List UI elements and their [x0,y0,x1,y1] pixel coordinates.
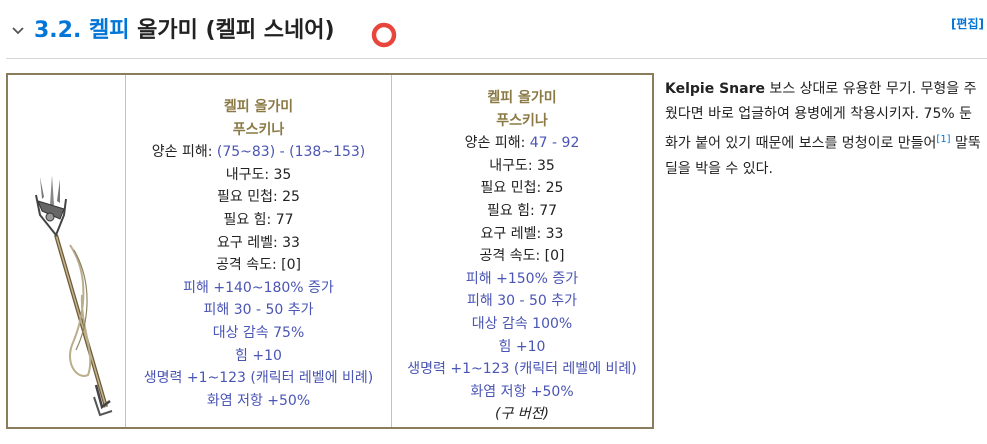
description-text-end: 말뚝딜을 박을 수 있다. [665,135,981,177]
stat-damage: 양손 피해: (75~83) - (138~153) [151,144,366,161]
mod-line: 화염 저항 +50% [470,383,574,400]
mod-line: 피해 +150% 증가 [465,270,579,287]
trident-image [35,175,113,417]
mod-line: 피해 +140~180% 증가 [183,279,334,296]
mod-line: 생명력 +1~123 (캐릭터 레벨에 비례) [407,361,637,378]
mod-line: 피해 30 - 50 추가 [203,302,314,319]
stat-durability: 내구도: 35 [489,157,555,174]
mod-line: 힘 +10 [498,338,546,355]
item-image-cell [8,75,126,427]
item-description: Kelpie Snare 보스 상대로 유용한 무기. 무형을 주웠다면 바로 … [665,77,983,182]
version-note: (구 버전) [494,406,549,423]
item-column-current: 켈피 올가미 푸스키나 양손 피해: (75~83) - (138~153) 내… [126,75,392,427]
section-title-text: 올가미 (켈피 스네어) [137,18,335,43]
stat-dex-req: 필요 민첩: 25 [480,180,564,197]
stat-level-req: 요구 레벨: 33 [480,225,564,242]
item-base: 푸스키나 [232,121,285,138]
item-base: 푸스키나 [496,112,548,129]
stat-durability: 내구도: 35 [225,166,292,183]
mod-line: 생명력 +1~123 (캐릭터 레벨에 비례) [143,370,374,387]
section-heading: 3.2. 켈피 올가미 (켈피 스네어) [편집] [0,0,987,60]
section-title: 3.2. 켈피 올가미 (켈피 스네어) [34,15,335,47]
edit-link[interactable]: [편집] [950,17,984,31]
stat-attack-speed: 공격 속도: [0] [479,248,565,265]
item-name: 켈피 올가미 [223,99,294,115]
section-number: 3.2. [34,18,82,43]
footnote-link[interactable]: [1] [936,134,951,145]
circle-mark-icon [371,22,397,48]
chevron-down-icon[interactable] [8,21,28,41]
description-text: 보스 상대로 유용한 무기. 무형을 주웠다면 바로 업글하여 용병에게 착용시… [665,81,977,152]
stat-attack-speed: 공격 속도: [0] [216,257,301,274]
item-english-name: Kelpie Snare [665,81,765,97]
stat-str-req: 필요 힘: 77 [486,202,558,219]
stat-dex-req: 필요 민첩: 25 [217,189,300,206]
mod-line: 대상 감속 75% [212,324,305,341]
divider [6,58,987,59]
mod-line: 대상 감속 100% [471,315,573,332]
mod-line: 힘 +10 [235,347,282,364]
section-link[interactable]: 켈피 [89,18,130,43]
mod-line: 피해 30 - 50 추가 [466,293,577,310]
stat-str-req: 필요 힘: 77 [223,211,294,228]
item-column-old: 켈피 올가미 푸스키나 양손 피해: 47 - 92 내구도: 35 필요 민첩… [392,75,652,427]
item-table: 켈피 올가미 푸스키나 양손 피해: (75~83) - (138~153) 내… [6,73,654,429]
item-name: 켈피 올가미 [487,90,557,106]
stat-level-req: 요구 레벨: 33 [217,234,300,251]
mod-line: 화염 저항 +50% [206,392,311,409]
stat-damage: 양손 피해: 47 - 92 [464,135,580,152]
